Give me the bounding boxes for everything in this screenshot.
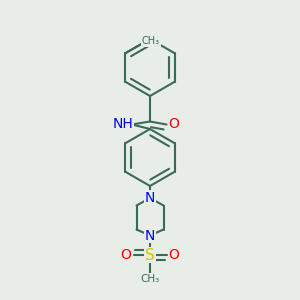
Text: O: O [169,248,179,262]
Text: CH₃: CH₃ [140,274,160,284]
Text: NH: NH [112,118,134,131]
Text: N: N [145,191,155,205]
Text: S: S [145,248,155,262]
Text: O: O [169,118,179,131]
Text: CH₃: CH₃ [142,36,160,46]
Text: N: N [145,229,155,242]
Text: O: O [121,248,131,262]
